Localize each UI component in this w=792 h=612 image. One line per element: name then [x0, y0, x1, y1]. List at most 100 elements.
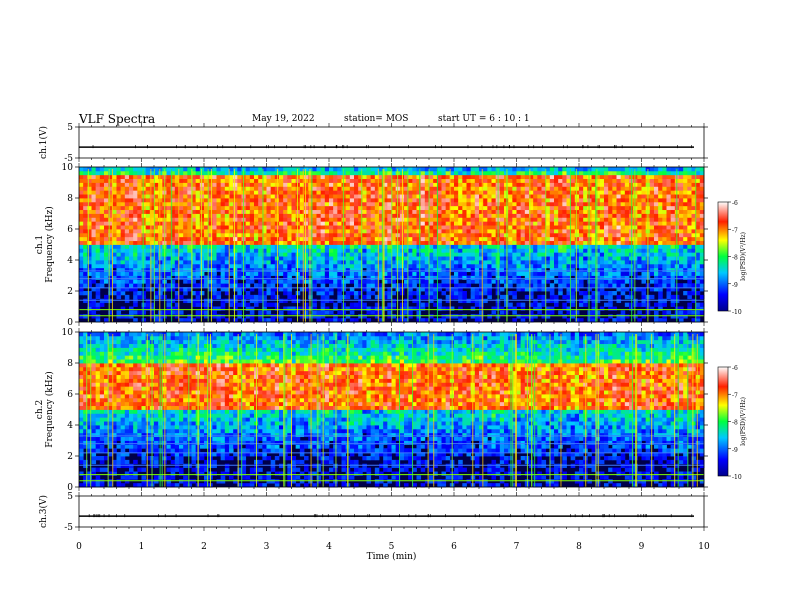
spectrogram-cell — [499, 178, 505, 183]
spectrogram-cell — [158, 271, 163, 276]
spectrogram-cell — [520, 302, 526, 307]
spectrogram-cell — [229, 283, 234, 288]
spectrogram-cell — [270, 186, 276, 191]
spectrogram-cell — [387, 275, 392, 280]
spectrogram-cell — [304, 279, 309, 284]
spectrogram-cell — [145, 201, 151, 207]
spectrogram-cell — [433, 217, 438, 222]
spectrogram-cell — [387, 271, 392, 276]
spectrogram-cell — [587, 217, 592, 222]
spectrogram-cell — [195, 198, 201, 203]
spectrogram-cell — [620, 271, 626, 276]
spectrogram-cell — [195, 167, 201, 172]
spectrogram-cell — [458, 194, 463, 199]
spectrogram-cell — [424, 201, 430, 207]
spectrogram-cell — [158, 318, 163, 323]
spectrogram-cell — [174, 213, 180, 218]
spectrogram-cell — [583, 225, 588, 230]
spectrogram-cell — [249, 271, 255, 276]
spectrogram-cell — [441, 283, 447, 288]
spectrogram-cell — [429, 225, 434, 230]
spectrogram-cell — [124, 209, 130, 214]
spectrogram-cell — [108, 271, 113, 276]
spectrogram-cell — [141, 244, 147, 249]
spectrogram-cell — [79, 213, 84, 218]
spectrogram-cell — [83, 298, 88, 304]
spectrogram-cell — [112, 221, 117, 226]
spectrogram-cell — [416, 271, 422, 276]
spectrogram-cell — [599, 275, 605, 280]
spectrogram-cell — [233, 167, 238, 172]
spectrogram-cell — [408, 306, 413, 311]
spectrogram-cell — [479, 167, 484, 172]
spectrogram-cell — [154, 271, 159, 276]
spectrogram-cell — [141, 294, 147, 300]
spectrogram-cell — [533, 260, 538, 265]
spectrogram-cell — [124, 240, 130, 245]
spectrogram-cell — [387, 167, 392, 172]
spectrogram-cell — [337, 279, 342, 284]
spectrogram-cell — [379, 256, 384, 261]
spectrogram-cell — [291, 194, 297, 199]
spectrogram-cell — [612, 167, 617, 172]
spectrogram-cell — [408, 186, 413, 191]
spectrogram-cell — [449, 182, 455, 187]
spectrogram-cell — [145, 283, 151, 288]
spectrogram-cell — [324, 248, 330, 253]
spectrogram-cell — [262, 186, 267, 191]
spectrogram-cell — [516, 271, 522, 276]
spectrogram-cell — [145, 240, 151, 245]
spectrogram-cell — [279, 201, 284, 207]
spectrogram-cell — [466, 213, 472, 218]
spectrogram-cell — [316, 174, 322, 180]
spectrogram-cell — [499, 170, 505, 176]
spectrogram-cell — [570, 225, 576, 230]
spectrogram-cell — [99, 232, 105, 238]
spectrogram-cell — [633, 217, 638, 222]
spectrogram-cell — [449, 167, 455, 172]
spectrogram-cell — [370, 170, 376, 176]
spectrogram-cell — [374, 302, 380, 307]
spectrogram-cell — [620, 217, 626, 222]
spectrogram-cell — [154, 198, 159, 203]
spectrogram-cell — [229, 182, 234, 187]
spectrogram-cell — [108, 279, 113, 284]
spectrogram-cell — [624, 205, 630, 211]
spectrogram-cell — [170, 186, 176, 191]
spectrogram-cell — [158, 229, 163, 234]
spectrogram-cell — [545, 225, 551, 230]
spectrogram-cell — [116, 178, 122, 183]
spectrogram-cell — [508, 252, 513, 257]
spectrogram-cell — [141, 263, 147, 269]
spectrogram-cell — [466, 225, 472, 230]
spectrogram-cell — [437, 225, 442, 230]
spectrogram-cell — [154, 186, 159, 191]
spectrogram-cell — [433, 201, 438, 207]
spectrogram-cell — [95, 182, 101, 187]
spectrogram-cell — [79, 221, 84, 226]
spectrogram-cell — [537, 279, 542, 284]
spectrogram-cell — [608, 190, 613, 195]
spectrogram-cell — [612, 283, 617, 288]
spectrogram-cell — [262, 291, 267, 296]
spectrogram-cell — [141, 213, 147, 218]
spectrogram-cell — [408, 174, 413, 180]
spectrogram-cell — [270, 182, 276, 187]
spectrogram-cell — [354, 186, 359, 191]
spectrogram-cell — [620, 225, 626, 230]
spectrogram-cell — [462, 275, 467, 280]
spectrogram-cell — [108, 194, 113, 199]
spectrogram-cell — [499, 306, 505, 311]
spectrogram-cell — [174, 263, 180, 269]
spectrogram-cell — [224, 221, 230, 226]
spectrogram-cell — [533, 314, 538, 319]
spectrogram-cell — [424, 209, 430, 214]
spectrogram-cell — [79, 275, 84, 280]
spectrogram-cell — [404, 182, 409, 187]
spectrogram-cell — [433, 174, 438, 180]
spectrogram-cell — [124, 248, 130, 253]
spectrogram-cell — [620, 314, 626, 319]
spectrogram-cell — [474, 252, 480, 257]
spectrogram-cell — [445, 275, 451, 280]
spectrogram-cell — [262, 267, 267, 273]
